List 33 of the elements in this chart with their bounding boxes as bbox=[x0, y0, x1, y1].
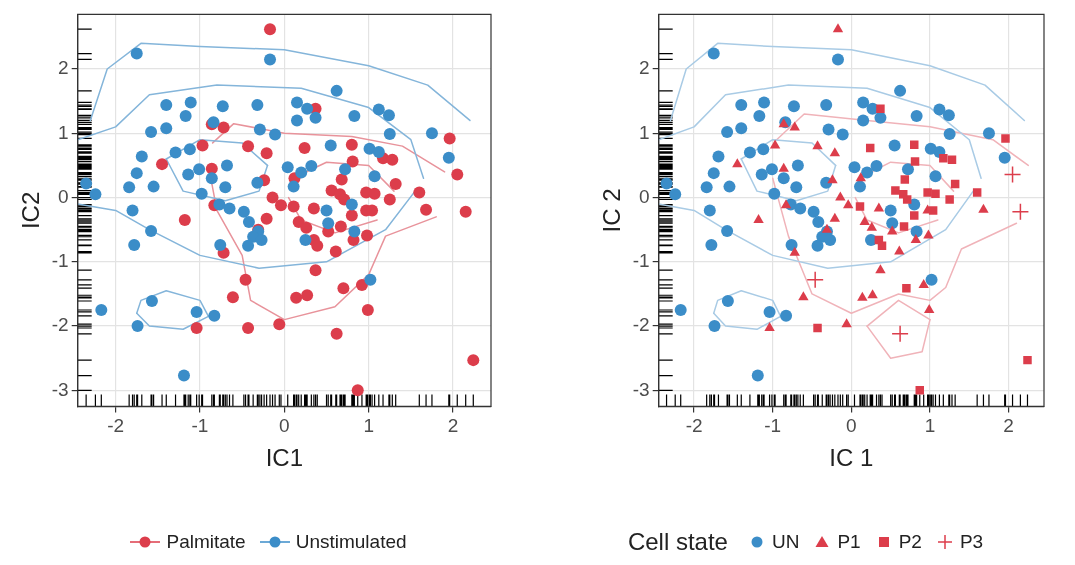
y-tick-label: 1 bbox=[639, 121, 650, 143]
legend-label: P3 bbox=[959, 531, 984, 553]
x-axis-title: IC 1 bbox=[829, 444, 874, 472]
x-tick-label: -2 bbox=[685, 415, 703, 437]
y-axis-title: IC2 bbox=[17, 191, 45, 230]
y-tick-label: 0 bbox=[58, 185, 69, 207]
x-tick-label: -1 bbox=[191, 415, 209, 437]
legend-label: P1 bbox=[837, 531, 861, 553]
y-tick-label: -1 bbox=[51, 250, 69, 272]
x-tick-label: 0 bbox=[279, 415, 290, 437]
y-tick-label: -3 bbox=[632, 378, 650, 400]
legend-label: Palmitate bbox=[166, 531, 246, 553]
x-tick-label: 2 bbox=[1003, 415, 1014, 437]
y-axis-title: IC 2 bbox=[598, 188, 626, 233]
x-tick-label: 1 bbox=[363, 415, 374, 437]
x-tick-label: -1 bbox=[764, 415, 782, 437]
y-tick-label: -2 bbox=[632, 314, 650, 336]
y-tick-label: -2 bbox=[51, 314, 69, 336]
x-axis-title: IC1 bbox=[265, 444, 304, 472]
legend-label: P2 bbox=[898, 531, 922, 553]
x-tick-label: 0 bbox=[846, 415, 857, 437]
y-tick-label: 2 bbox=[58, 57, 69, 79]
y-tick-label: 0 bbox=[639, 185, 650, 207]
x-tick-label: -2 bbox=[107, 415, 125, 437]
y-tick-label: -1 bbox=[632, 250, 650, 272]
x-tick-label: 1 bbox=[924, 415, 936, 437]
x-tick-label: 2 bbox=[447, 415, 459, 437]
y-tick-label: 1 bbox=[58, 121, 69, 143]
y-tick-label: -3 bbox=[51, 378, 69, 400]
legend-title: Cell state bbox=[627, 528, 728, 556]
y-tick-label: 2 bbox=[639, 57, 650, 79]
legend-label: UN bbox=[771, 531, 800, 553]
legend-label: Unstimulated bbox=[295, 531, 407, 553]
